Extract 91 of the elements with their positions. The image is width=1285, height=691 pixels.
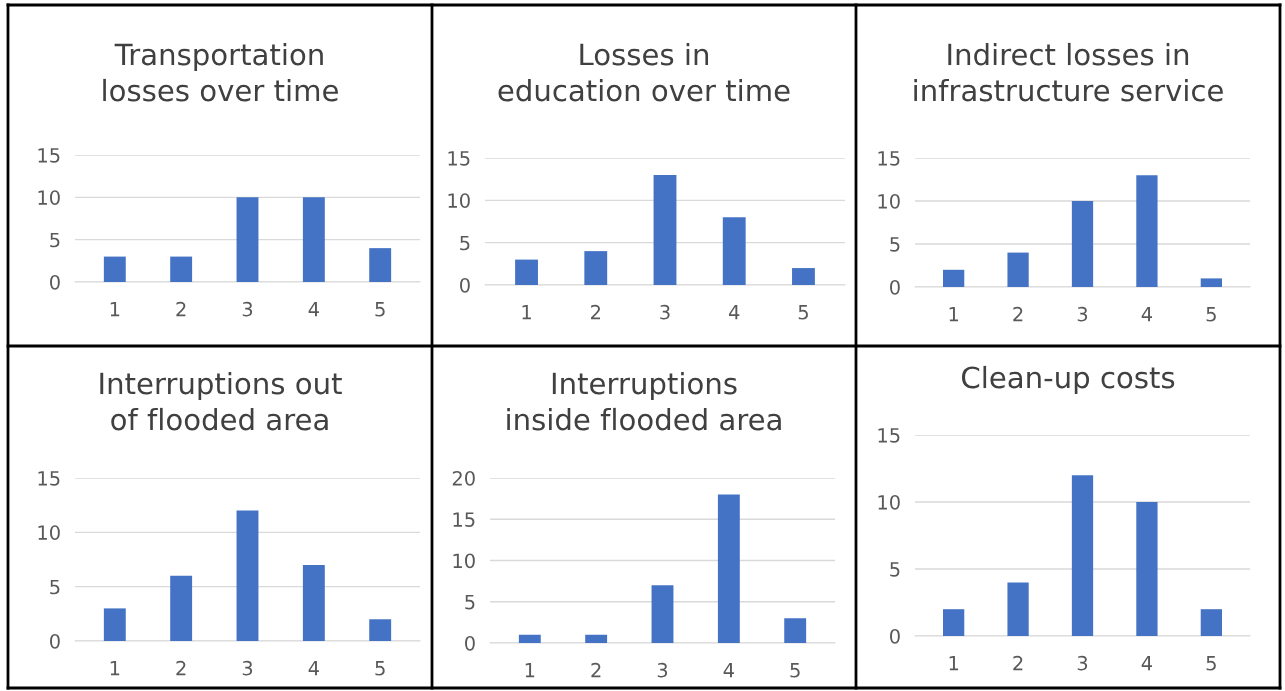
x-tick-label: 3 bbox=[1077, 306, 1088, 322]
y-tick-label: 10 bbox=[878, 193, 900, 209]
bar bbox=[236, 510, 259, 641]
y-tick-label: 0 bbox=[460, 277, 470, 293]
x-tick-label: 1 bbox=[522, 305, 531, 320]
chart-title: Clean-up costs bbox=[962, 365, 1175, 395]
x-tick-label: 1 bbox=[949, 307, 959, 322]
y-tick-label: 15 bbox=[453, 512, 475, 527]
y-tick-label: 5 bbox=[465, 594, 475, 610]
x-tick-label: 5 bbox=[375, 302, 385, 317]
y-tick-label: 0 bbox=[465, 635, 475, 651]
x-tick-label: 1 bbox=[949, 656, 959, 671]
bar bbox=[170, 575, 193, 641]
x-tick-label: 1 bbox=[110, 302, 120, 317]
x-tick-label: 4 bbox=[308, 661, 319, 676]
bar bbox=[584, 251, 608, 285]
y-tick-label: 5 bbox=[460, 235, 470, 251]
x-tick-label: 5 bbox=[798, 305, 808, 320]
y-tick-label: 15 bbox=[878, 151, 900, 166]
x-tick-label: 3 bbox=[242, 301, 253, 317]
y-tick-label: 20 bbox=[452, 470, 475, 486]
y-tick-label: 5 bbox=[50, 579, 60, 595]
bar bbox=[1071, 475, 1094, 636]
x-tick-label: 1 bbox=[525, 663, 535, 678]
x-tick-label: 3 bbox=[242, 660, 253, 676]
y-tick-label: 0 bbox=[50, 274, 60, 290]
bar bbox=[302, 564, 325, 641]
x-tick-label: 4 bbox=[729, 305, 740, 320]
bar bbox=[1200, 278, 1222, 287]
bar bbox=[1007, 252, 1029, 287]
chart-title: Transportation losses over time bbox=[103, 42, 338, 102]
y-tick-label: 0 bbox=[890, 279, 900, 295]
x-tick-label: 3 bbox=[1077, 655, 1088, 671]
x-tick-label: 2 bbox=[176, 301, 186, 317]
y-tick-label: 15 bbox=[878, 428, 900, 443]
y-tick-label: 10 bbox=[878, 494, 900, 510]
bar bbox=[236, 197, 259, 282]
bar bbox=[653, 174, 677, 285]
bar bbox=[585, 634, 608, 643]
bar bbox=[369, 619, 392, 641]
bar bbox=[302, 197, 325, 282]
bar bbox=[1136, 502, 1158, 636]
x-tick-label: 4 bbox=[1141, 656, 1153, 671]
x-tick-label: 2 bbox=[1013, 306, 1023, 322]
bar bbox=[103, 256, 126, 282]
bar bbox=[784, 618, 807, 643]
x-tick-label: 2 bbox=[176, 660, 186, 676]
bar bbox=[722, 217, 746, 285]
y-tick-label: 10 bbox=[38, 525, 60, 540]
y-tick-label: 10 bbox=[38, 190, 60, 205]
bar bbox=[651, 585, 674, 643]
x-tick-label: 5 bbox=[790, 663, 800, 678]
x-tick-label: 3 bbox=[657, 662, 668, 678]
x-tick-label: 2 bbox=[591, 304, 601, 320]
bar bbox=[943, 609, 965, 636]
bar bbox=[515, 259, 538, 285]
bar bbox=[1071, 201, 1094, 287]
bar bbox=[792, 268, 815, 285]
chart-title: Indirect losses in infrastructure service bbox=[914, 42, 1223, 102]
chart-title: Interruptions inside flooded area bbox=[507, 371, 781, 431]
y-tick-label: 15 bbox=[38, 148, 60, 163]
bar bbox=[1007, 582, 1029, 636]
bar bbox=[943, 269, 965, 287]
y-tick-label: 15 bbox=[448, 151, 470, 166]
bar bbox=[369, 248, 392, 282]
bar bbox=[1200, 609, 1222, 636]
y-tick-label: 10 bbox=[453, 553, 475, 569]
chart-title: Interruptions out of flooded area bbox=[100, 371, 342, 431]
y-tick-label: 5 bbox=[890, 237, 900, 252]
bar bbox=[717, 494, 740, 643]
y-tick-label: 10 bbox=[448, 193, 470, 208]
x-tick-label: 4 bbox=[308, 302, 319, 317]
y-tick-label: 0 bbox=[50, 633, 60, 649]
y-tick-label: 5 bbox=[890, 562, 900, 577]
y-tick-label: 0 bbox=[890, 628, 900, 644]
x-tick-label: 5 bbox=[375, 661, 385, 676]
bar bbox=[170, 256, 193, 282]
x-tick-label: 2 bbox=[1013, 655, 1023, 671]
x-tick-label: 1 bbox=[110, 661, 120, 676]
x-tick-label: 5 bbox=[1206, 656, 1216, 671]
x-tick-label: 2 bbox=[591, 662, 601, 678]
bar bbox=[518, 634, 541, 643]
x-tick-label: 3 bbox=[660, 304, 670, 320]
x-tick-label: 5 bbox=[1206, 307, 1216, 322]
bar bbox=[103, 608, 126, 641]
x-tick-label: 4 bbox=[1141, 307, 1153, 322]
x-tick-label: 4 bbox=[723, 663, 734, 678]
y-tick-label: 15 bbox=[38, 471, 60, 486]
y-tick-label: 5 bbox=[50, 232, 60, 248]
bar bbox=[1136, 175, 1158, 287]
chart-title: Losses in education over time bbox=[498, 42, 790, 102]
